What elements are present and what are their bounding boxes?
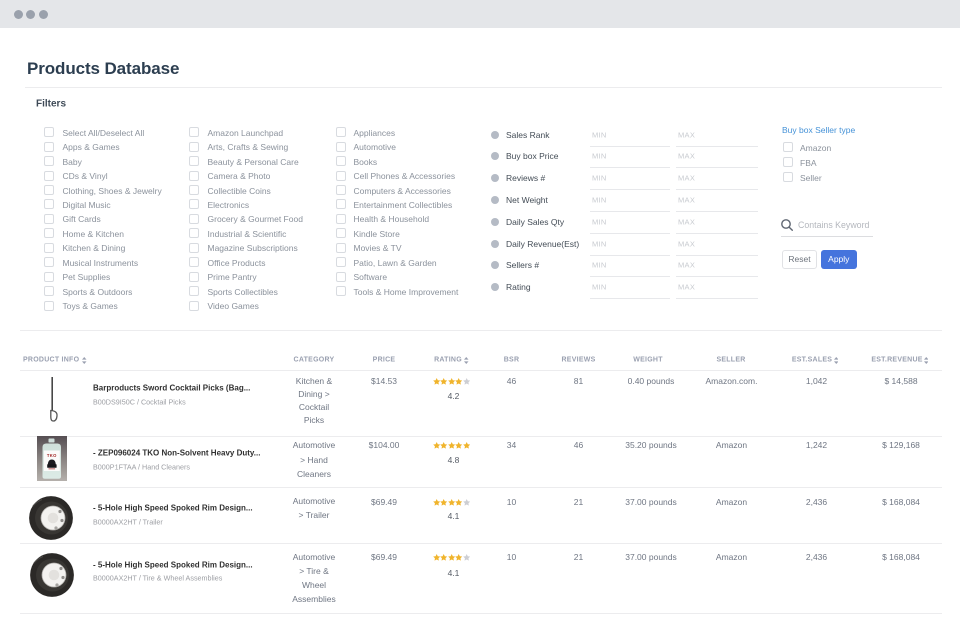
svg-text:TKO: TKO — [47, 453, 57, 458]
